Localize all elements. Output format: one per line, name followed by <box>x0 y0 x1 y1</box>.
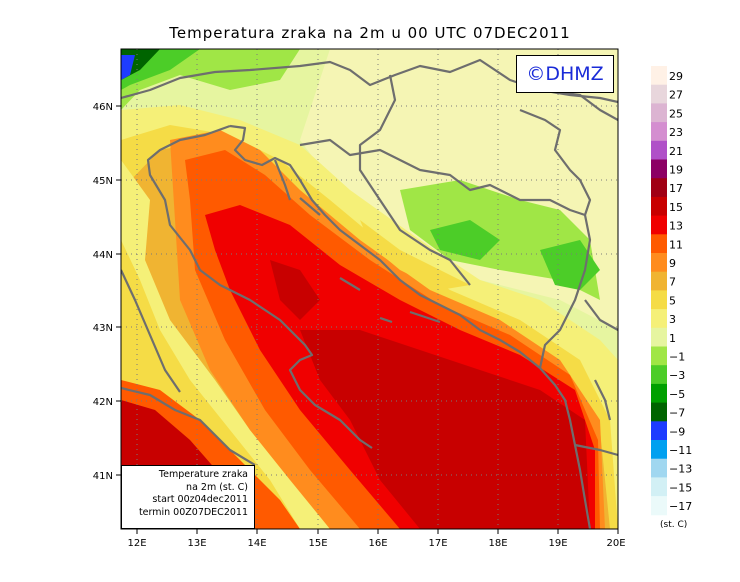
legend-label: −3 <box>669 369 685 382</box>
legend-swatch <box>651 66 667 86</box>
legend-label: −5 <box>669 388 685 401</box>
copyright-badge: ©DHMZ <box>516 55 614 93</box>
legend-swatch <box>651 402 667 422</box>
plot-frame <box>120 48 619 530</box>
legend-swatch <box>651 140 667 160</box>
lat-tick: 41N <box>93 471 113 482</box>
legend-label: 23 <box>669 126 683 139</box>
legend-swatch <box>651 196 667 217</box>
legend-label: 11 <box>669 238 683 251</box>
legend-label: −1 <box>669 351 685 364</box>
lon-tick: 12E <box>127 538 146 549</box>
info-line: termin 00Z07DEC2011 <box>138 506 248 518</box>
legend-label: 5 <box>669 294 676 307</box>
lon-tick: 13E <box>187 538 206 549</box>
lon-tick: 14E <box>247 538 266 549</box>
legend-units: (st. C) <box>660 520 688 530</box>
legend-label: 13 <box>669 220 683 233</box>
legend-label: 29 <box>669 70 683 83</box>
legend-label: 7 <box>669 276 676 289</box>
legend-swatch <box>651 122 667 142</box>
legend-label: 21 <box>669 145 683 158</box>
legend-swatch <box>651 477 667 497</box>
lat-tick: 43N <box>93 323 113 334</box>
legend-swatch <box>651 234 667 254</box>
info-line: start 00z04dec2011 <box>152 494 248 505</box>
temperature-field <box>121 49 618 529</box>
legend-swatch <box>651 215 667 235</box>
legend-label: 19 <box>669 164 683 177</box>
legend-label: 1 <box>669 332 676 345</box>
legend-swatch <box>651 290 667 310</box>
legend-swatch <box>651 309 667 329</box>
info-line: Temperature zraka <box>158 469 248 480</box>
lon-tick: 20E <box>606 538 625 549</box>
legend-label: −17 <box>669 500 692 513</box>
legend-label: 15 <box>669 201 683 214</box>
legend-swatch <box>651 159 667 179</box>
legend-swatch <box>651 440 667 460</box>
legend-label: 25 <box>669 107 683 120</box>
legend-label: 9 <box>669 257 676 270</box>
lat-tick: 45N <box>93 176 113 187</box>
legend-label: 17 <box>669 182 683 195</box>
legend-label: −7 <box>669 407 685 420</box>
map-title: Temperatura zraka na 2m u 00 UTC 07DEC20… <box>169 24 571 42</box>
lon-tick: 17E <box>428 538 447 549</box>
legend-label: −13 <box>669 463 692 476</box>
legend-swatch <box>651 383 667 404</box>
info-line: na 2m (st. C) <box>186 481 248 493</box>
legend-label: −9 <box>669 425 685 438</box>
legend-swatch <box>651 458 667 478</box>
legend-swatch <box>651 253 667 273</box>
legend-label: 27 <box>669 89 683 102</box>
lat-tick: 44N <box>93 250 113 261</box>
legend-swatch <box>651 178 667 198</box>
legend-label: −11 <box>669 444 692 457</box>
lat-tick: 42N <box>93 397 113 408</box>
lat-lon-grid <box>121 49 618 529</box>
legend-swatch <box>651 327 667 347</box>
color-legend: 29 27 25 23 21 19 17 15 13 11 9 7 5 3 1 −1 −3 −5 −7 −9 −11 −1… <box>651 66 692 516</box>
lon-tick: 15E <box>308 538 327 549</box>
lon-tick: 18E <box>488 538 507 549</box>
lon-tick: 19E <box>548 538 567 549</box>
legend-label: 3 <box>669 313 676 326</box>
legend-swatch <box>651 103 667 123</box>
info-box: Temperature zraka na 2m (st. C) start 00… <box>121 465 255 529</box>
legend-swatch <box>651 365 667 385</box>
legend-swatch <box>651 84 667 104</box>
legend-swatch <box>651 421 667 441</box>
lat-tick: 46N <box>93 102 113 113</box>
legend-swatch <box>651 496 667 516</box>
legend-swatch <box>651 271 667 291</box>
legend-swatch <box>651 346 667 366</box>
lon-tick: 16E <box>368 538 387 549</box>
legend-label: −15 <box>669 481 692 494</box>
